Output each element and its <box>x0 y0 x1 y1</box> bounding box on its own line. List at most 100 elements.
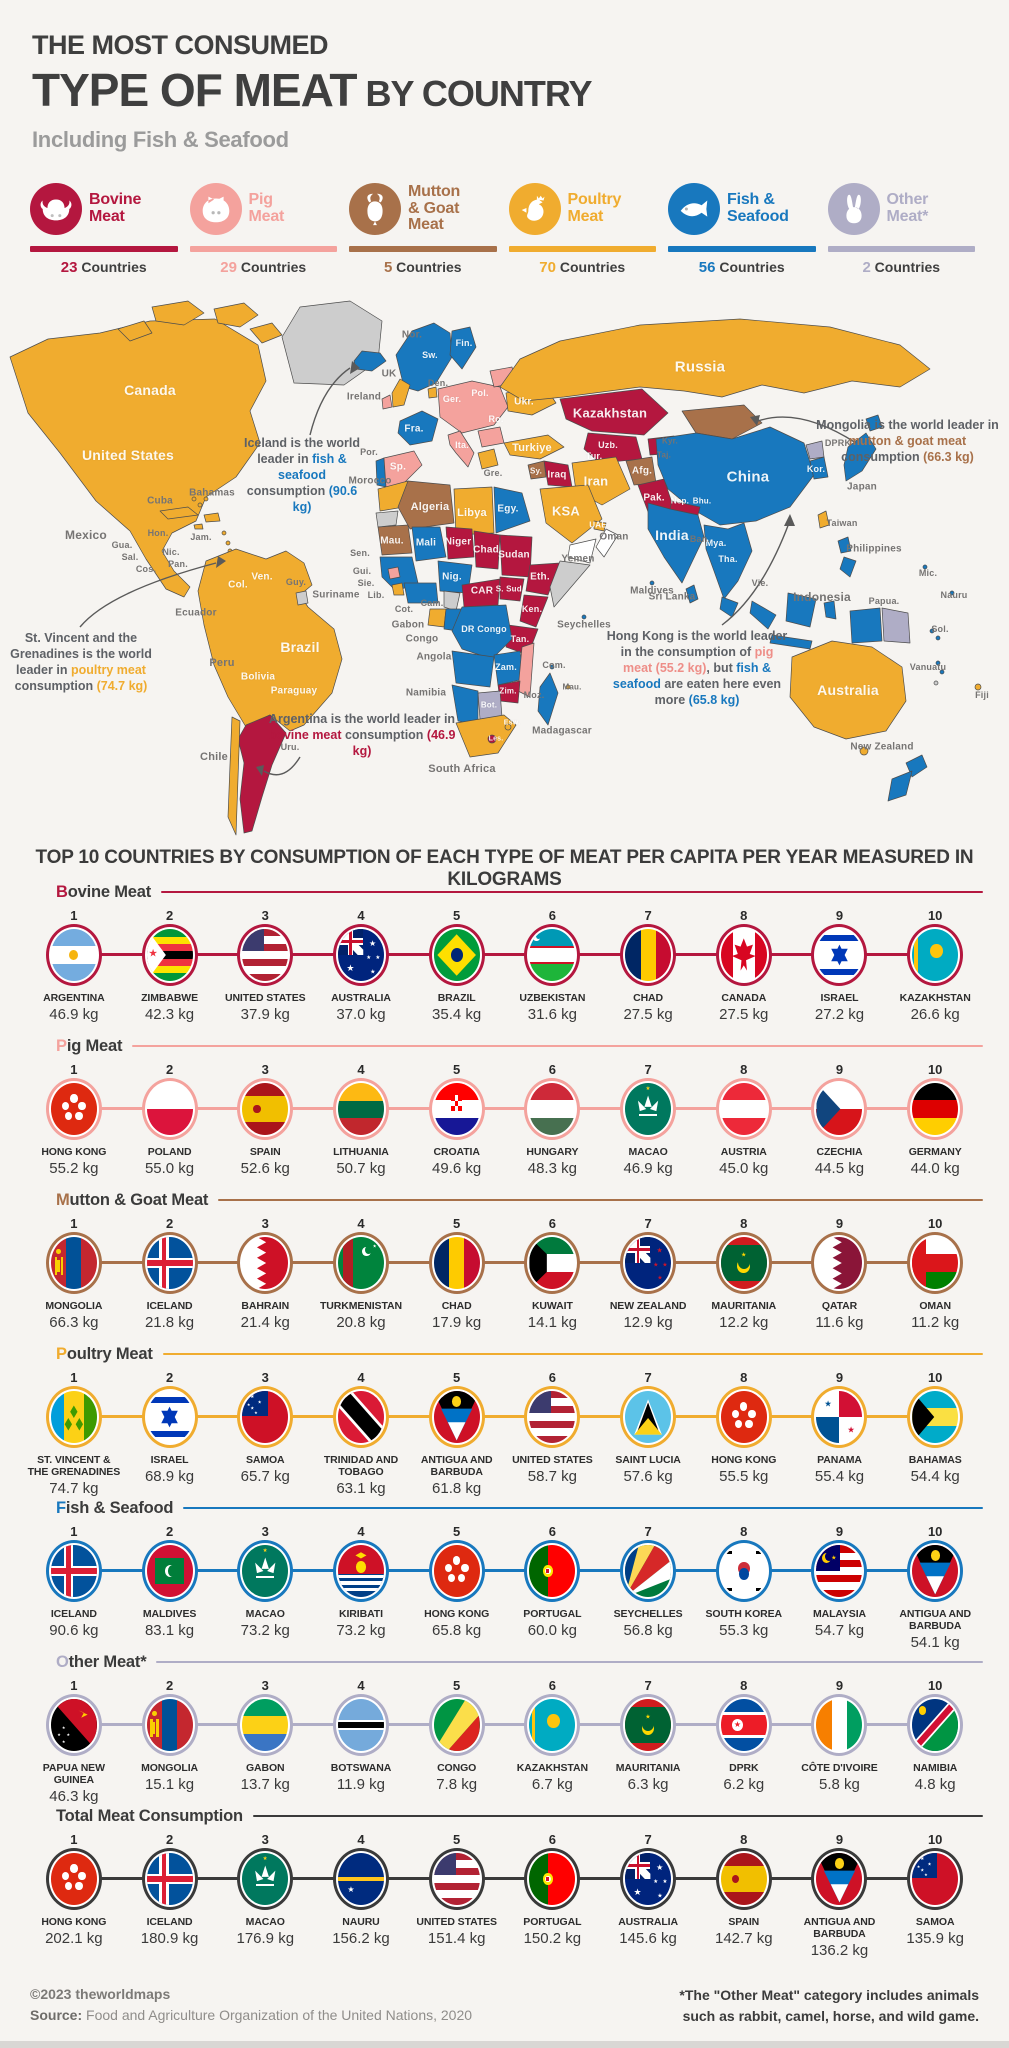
legend-label: Other Meat* <box>886 191 929 225</box>
footer-note: *The "Other Meat" category includes anim… <box>679 1985 979 2026</box>
flag-icon <box>428 1848 485 1910</box>
rank-number: 7 <box>644 1370 652 1385</box>
consumption-value: 11.9 kg <box>336 1776 385 1794</box>
consumption-value: 54.4 kg <box>910 1468 960 1486</box>
rank-item: 10 OMAN 11.2 kg <box>887 1216 983 1331</box>
rank-item: 7 ★ MAURITANIA 6.3 kg <box>600 1678 696 1805</box>
country-name: DPRK <box>729 1762 759 1774</box>
rank-number: 8 <box>740 1062 748 1077</box>
country-name: CANADA <box>721 992 767 1004</box>
consumption-value: 135.9 kg <box>906 1930 964 1948</box>
section-row: 1 HONG KONG 202.1 kg 2 ICELAND 180.9 kg 3 ★ MACA… <box>26 1832 983 1959</box>
flag-icon <box>141 1386 198 1448</box>
rank-item: 9 ISRAEL 27.2 kg <box>792 908 888 1023</box>
consumption-value: 27.5 kg <box>719 1006 769 1024</box>
world-map: Canada United States Mexico Col. Ven. Brazil B… <box>0 295 1009 845</box>
title-line1: THE MOST CONSUMED <box>32 30 329 60</box>
consumption-value: 151.4 kg <box>427 1930 486 1948</box>
country-name: KUWAIT <box>531 1300 573 1312</box>
connector-line <box>66 1261 943 1264</box>
flag-icon <box>45 1078 102 1140</box>
flag-icon <box>907 1232 964 1294</box>
consumption-value: 55.2 kg <box>49 1160 99 1178</box>
consumption-value: 26.6 kg <box>910 1006 960 1024</box>
rank-number: 6 <box>548 1370 556 1385</box>
flag-icon <box>237 1078 294 1140</box>
section-rule <box>161 890 983 894</box>
country-name: PANAMA <box>817 1454 862 1466</box>
consumption-value: 46.9 kg <box>623 1160 673 1178</box>
consumption-value: 55.0 kg <box>144 1160 195 1178</box>
rank-item: 5 CHAD 17.9 kg <box>409 1216 505 1331</box>
country-name: NAMIBIA <box>913 1762 958 1774</box>
country-name: MACAO <box>245 1608 285 1620</box>
rank-number: 1 <box>70 1062 78 1077</box>
country-name: QATAR <box>821 1300 858 1312</box>
consumption-value: 6.2 kg <box>723 1776 765 1794</box>
goat-icon <box>349 183 401 235</box>
rank-item: 10 GERMANY 44.0 kg <box>887 1062 983 1177</box>
rank-number: 6 <box>548 1524 556 1539</box>
rank-number: 10 <box>927 1524 943 1539</box>
consumption-value: 31.6 kg <box>527 1006 577 1024</box>
rank-item: 1 HONG KONG 202.1 kg <box>26 1832 122 1959</box>
rank-number: 3 <box>261 1832 269 1847</box>
consumption-value: 156.2 kg <box>332 1930 390 1948</box>
page-header: THE MOST CONSUMED TYPE OF MEAT BY COUNTR… <box>32 30 593 153</box>
rank-item: 2 MONGOLIA 15.1 kg <box>122 1678 218 1805</box>
rank-number: 10 <box>927 908 943 923</box>
country-name: UNITED STATES <box>416 1916 497 1928</box>
flag-icon <box>45 1232 102 1294</box>
legend-item-other: Other Meat* 2 Countries <box>824 180 984 276</box>
connector-line <box>66 953 943 956</box>
legend-item-poultry: Poultry Meat 70 Countries <box>505 180 665 276</box>
rank-item: 4 ★ TURKMENISTAN 20.8 kg <box>313 1216 409 1331</box>
page-subtitle: Including Fish & Seafood <box>32 127 289 152</box>
rank-number: 2 <box>165 1678 174 1693</box>
rank-item: 5 CROATIA 49.6 kg <box>409 1062 505 1177</box>
flag-icon: ★ ★ ★ ★ <box>620 1232 677 1294</box>
rank-item: 2 ★ ZIMBABWE 42.3 kg <box>122 908 218 1023</box>
section-row: 1 MONGOLIA 66.3 kg 2 ICELAND 21.8 kg 3 BAHRAIN 2… <box>26 1216 983 1331</box>
note-line2: such as rabbit, camel, horse, and wild g… <box>682 2007 979 2024</box>
pig-icon <box>189 183 242 235</box>
country-name: SAMOA <box>245 1454 285 1466</box>
section-header: Bovine Meat <box>56 882 983 902</box>
rank-number: 4 <box>357 1832 365 1847</box>
rank-number: 7 <box>644 1062 652 1077</box>
flag-icon <box>715 1540 772 1602</box>
rank-number: 3 <box>261 1678 269 1693</box>
country-name: SPAIN <box>728 1916 760 1928</box>
legend-color-bar <box>827 246 975 252</box>
page-title: TYPE OF MEAT BY COUNTRY <box>32 67 593 113</box>
section-rule <box>183 1506 983 1510</box>
rank-item: 9 ★ ★ PANAMA 55.4 kg <box>792 1370 888 1497</box>
flag-icon <box>428 1694 485 1756</box>
country-name: POLAND <box>147 1146 192 1158</box>
rank-number: 5 <box>453 1524 461 1539</box>
flag-icon: ★ <box>620 1078 677 1140</box>
flag-icon: ★ <box>715 1232 772 1294</box>
consumption-value: 50.7 kg <box>336 1160 386 1178</box>
country-name: BOTSWANA <box>330 1762 392 1774</box>
rank-item: 9 CZECHIA 44.5 kg <box>792 1062 888 1177</box>
country-name: OMAN <box>919 1300 952 1312</box>
flag-icon: ★ <box>237 1848 294 1910</box>
flag-icon <box>811 1232 868 1294</box>
consumption-value: 54.1 kg <box>910 1634 960 1652</box>
rank-item: 1 HONG KONG 55.2 kg <box>26 1062 122 1177</box>
country-name: CHAD <box>633 992 664 1004</box>
flag-icon <box>45 1540 102 1602</box>
country-name: NAURU <box>342 1916 380 1928</box>
country-name: HONG KONG <box>41 1916 107 1928</box>
rank-number: 9 <box>835 1524 844 1539</box>
consumption-value: 202.1 kg <box>45 1930 103 1948</box>
section-title: Mutton & Goat Meat <box>56 1190 209 1209</box>
section-rule <box>252 1814 983 1818</box>
legend-item-fish: Fish & Seafood 56 Countries <box>664 180 824 276</box>
country-name: PAPUA NEW GUINEA <box>42 1762 105 1787</box>
rank-item: 3 ★ MACAO 73.2 kg <box>217 1524 313 1651</box>
rank-item: 8 SOUTH KOREA 55.3 kg <box>696 1524 792 1651</box>
rank-item: 3 SPAIN 52.6 kg <box>217 1062 313 1177</box>
country-name: KAZAKHSTAN <box>516 1762 588 1774</box>
